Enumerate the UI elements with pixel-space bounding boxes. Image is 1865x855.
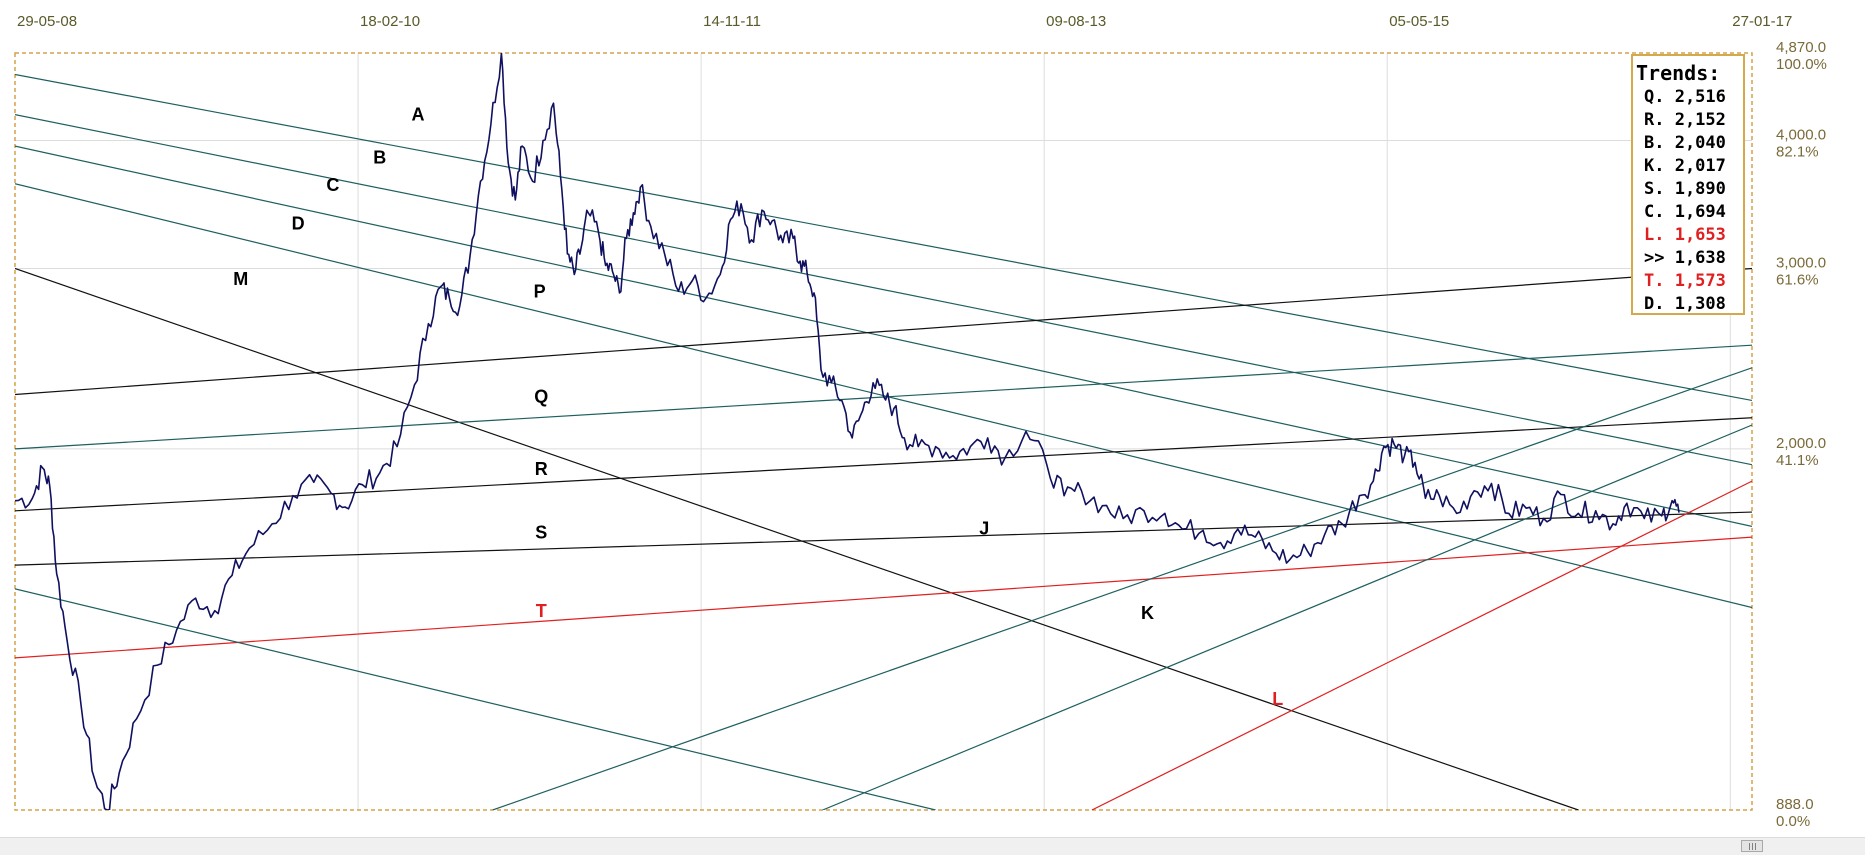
trend-label-r: R — [535, 459, 548, 479]
trend-label-l: L — [1272, 689, 1283, 709]
x-tick-label: 14-11-11 — [703, 13, 761, 30]
trend-line-t — [15, 536, 1752, 659]
trend-line-c — [15, 145, 1752, 527]
legend-item-5: C. 1,694 — [1644, 202, 1726, 222]
x-tick-label: 18-02-10 — [360, 13, 420, 30]
legend-item-8: T. 1,573 — [1644, 271, 1726, 291]
y-tick-percent: 0.0% — [1776, 813, 1810, 830]
trend-line-p — [15, 267, 1752, 396]
trend-line-j — [492, 367, 1752, 810]
trend-label-s: S — [535, 522, 547, 542]
legend-item-2: B. 2,040 — [1644, 133, 1726, 153]
trend-line-k — [822, 424, 1752, 810]
y-tick-percent: 41.1% — [1776, 452, 1819, 469]
grip-icon — [1755, 843, 1756, 850]
legend-item-6: L. 1,653 — [1644, 225, 1726, 245]
legend-item-0: Q. 2,516 — [1644, 87, 1726, 107]
legend-item-9: D. 1,308 — [1644, 294, 1726, 314]
legend-item-3: K. 2,017 — [1644, 156, 1726, 176]
trend-line-a — [15, 73, 1752, 402]
trend-lines — [15, 73, 1752, 810]
trend-line-b — [15, 114, 1752, 466]
x-tick-label: 29-05-08 — [17, 13, 77, 30]
x-tick-label: 05-05-15 — [1389, 13, 1449, 30]
y-tick-label: 3,000.0 — [1776, 254, 1826, 271]
trend-label-q: Q — [534, 386, 548, 406]
trend-label-c: C — [326, 175, 339, 195]
trend-label-a: A — [411, 104, 424, 124]
horizontal-scrollbar[interactable] — [0, 837, 1865, 855]
scrollbar-thumb[interactable] — [1741, 840, 1763, 852]
price-series-line — [15, 53, 1680, 810]
grip-icon — [1752, 843, 1753, 850]
trend-line-s — [15, 511, 1752, 566]
trend-label-j: J — [979, 518, 989, 538]
trend-label-p: P — [534, 282, 546, 302]
y-tick-label: 2,000.0 — [1776, 435, 1826, 452]
trend-line-r — [15, 417, 1752, 512]
y-tick-percent: 61.6% — [1776, 271, 1819, 288]
trends-legend: Trends: Q. 2,516 R. 2,152 B. 2,040 K. 2,… — [1631, 54, 1745, 315]
trend-line-l — [1091, 480, 1752, 810]
trend-label-k: K — [1141, 603, 1154, 623]
grip-icon — [1749, 843, 1750, 850]
y-tick-label: 4,870.0 — [1776, 39, 1826, 56]
y-tick-label: 888.0 — [1776, 796, 1814, 813]
x-tick-label: 09-08-13 — [1046, 13, 1106, 30]
legend-item-7: >> 1,638 — [1644, 248, 1726, 268]
legend-title: Trends: — [1636, 61, 1721, 85]
y-tick-label: 4,000.0 — [1776, 127, 1826, 144]
trend-label-m: M — [233, 269, 248, 289]
y-tick-percent: 100.0% — [1776, 56, 1827, 73]
x-tick-label: 27-01-17 — [1732, 13, 1792, 30]
trend-label-d: D — [292, 213, 305, 233]
legend-item-1: R. 2,152 — [1644, 110, 1726, 130]
trend-label-t: T — [536, 601, 547, 621]
legend-item-4: S. 1,890 — [1644, 179, 1726, 199]
plot-frame — [14, 52, 1753, 811]
y-tick-percent: 82.1% — [1776, 144, 1819, 161]
trend-label-b: B — [373, 147, 386, 167]
trend-line — [15, 588, 936, 810]
trend-line-m — [15, 267, 1579, 810]
